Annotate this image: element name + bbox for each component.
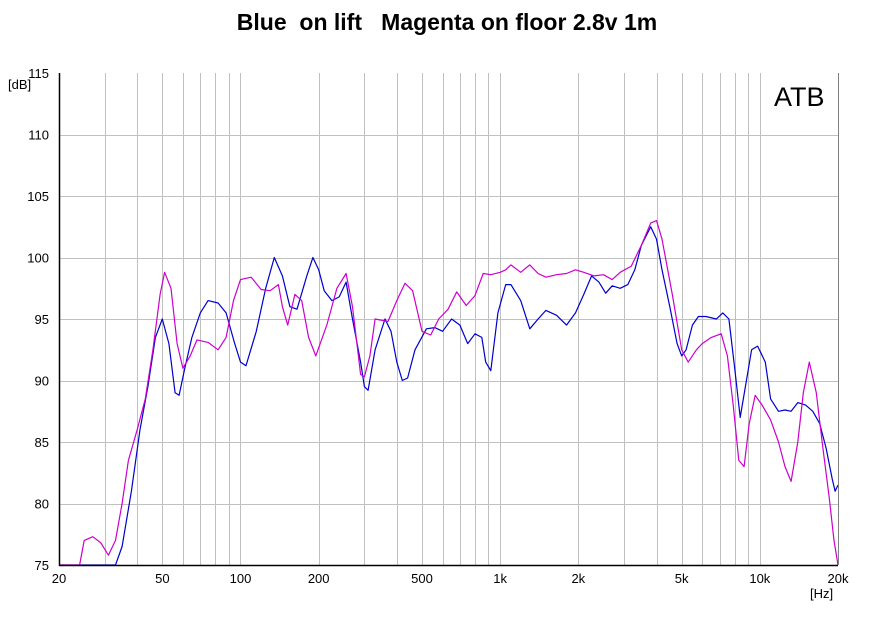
y-tick-label: 105: [27, 189, 49, 204]
x-tick-label: 5k: [675, 571, 689, 586]
series-line-1: [59, 226, 839, 566]
series-layer: [59, 220, 839, 566]
y-tick-label: 80: [35, 497, 49, 512]
x-tick-label: 1k: [493, 571, 507, 586]
corner-label: ATB: [774, 82, 825, 112]
y-axis-unit-label: [dB]: [8, 77, 31, 92]
x-tick-label: 50: [155, 571, 169, 586]
x-axis-unit-label: [Hz]: [810, 586, 833, 601]
y-tick-label: 100: [27, 251, 49, 266]
y-tick-label: 75: [35, 558, 49, 573]
x-tick-label: 20: [52, 571, 66, 586]
y-tick-label: 95: [35, 312, 49, 327]
grid-lines: [59, 73, 838, 565]
x-tick-label: 100: [230, 571, 252, 586]
series-line-2: [59, 220, 839, 566]
y-tick-label: 110: [28, 128, 49, 143]
y-tick-label: 90: [35, 374, 49, 389]
axes: [58, 73, 839, 567]
x-tick-label: 10k: [749, 571, 770, 586]
x-tick-label: 20k: [828, 571, 849, 586]
x-tick-label: 200: [308, 571, 330, 586]
y-tick-label: 85: [35, 435, 49, 450]
x-tick-label: 500: [411, 571, 433, 586]
chart-title: Blue on lift Magenta on floor 2.8v 1m: [237, 9, 657, 35]
tick-labels: 20 50 100 200 500 1k 2k 5k 10k 20k 75 80 85 90 95 100 10…: [27, 66, 849, 586]
x-tick-label: 2k: [571, 571, 585, 586]
y-tick-label: 115: [28, 66, 49, 81]
